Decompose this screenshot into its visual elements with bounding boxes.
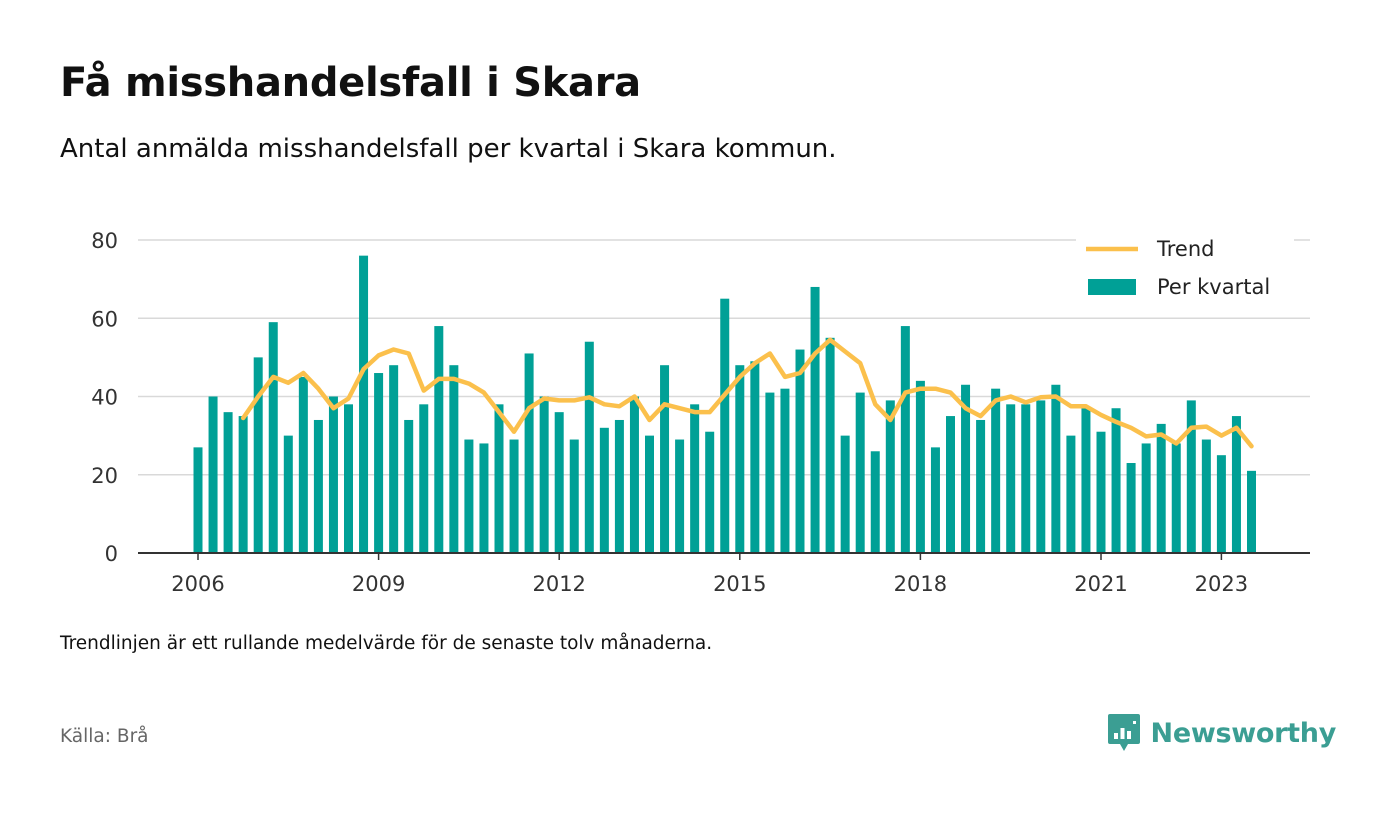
bar [1111, 408, 1121, 553]
bar [1247, 470, 1256, 553]
bar [1141, 443, 1151, 553]
chart-note: Trendlinjen är ett rullande medelvärde f… [60, 633, 713, 654]
bar [298, 376, 308, 553]
brand-name: Newsworthy [1150, 717, 1337, 749]
bar [991, 388, 1001, 553]
bar [1186, 400, 1196, 553]
bar [629, 396, 639, 553]
bar [946, 416, 955, 553]
bar [900, 326, 910, 553]
bar [961, 384, 971, 553]
bar [1216, 455, 1226, 553]
bar [419, 404, 429, 553]
bar [208, 396, 218, 553]
bar [584, 341, 594, 553]
bar [193, 447, 203, 553]
x-tick-label: 2023 [1195, 572, 1248, 596]
y-tick-label: 0 [105, 542, 118, 566]
bar [840, 435, 850, 553]
bar [870, 451, 880, 553]
bar [1021, 404, 1031, 553]
bar [614, 419, 624, 553]
bar [660, 365, 670, 553]
bar [328, 396, 338, 553]
bar [389, 365, 399, 553]
bar [464, 439, 474, 553]
trend-line [240, 337, 1254, 449]
bar [750, 361, 760, 553]
bar [238, 416, 248, 553]
chart-area: 0 20 40 60 80 2006 2009 2012 2015 2018 2021 2023 T… [91, 229, 1310, 596]
bar [1036, 400, 1046, 553]
y-tick-label: 20 [91, 464, 118, 488]
bar [705, 431, 715, 553]
bar [313, 419, 323, 553]
x-tick-label: 2018 [894, 572, 947, 596]
bar [1081, 408, 1091, 553]
bar [494, 404, 504, 553]
bar [1066, 435, 1076, 553]
bar [1171, 443, 1181, 553]
bar [404, 419, 414, 553]
x-tick-label: 2012 [532, 572, 585, 596]
bar [765, 392, 775, 553]
bar [479, 443, 489, 553]
bar [223, 412, 233, 553]
bar [1126, 463, 1136, 553]
bar [885, 400, 895, 553]
bar [810, 286, 820, 553]
chart-subtitle: Antal anmälda misshandelsfall per kvarta… [60, 134, 837, 164]
bar [930, 447, 940, 553]
x-tick-label: 2006 [171, 572, 224, 596]
bar [253, 357, 263, 553]
bar [645, 435, 654, 553]
bar [524, 353, 534, 553]
legend-bar-swatch [1088, 279, 1136, 295]
newsworthy-logo[interactable]: Newsworthy [1107, 711, 1336, 755]
bar [434, 326, 444, 553]
bar [374, 373, 384, 553]
chart-source: Källa: Brå [60, 726, 149, 747]
x-tick-label: 2015 [713, 572, 766, 596]
bar [735, 365, 745, 553]
legend: Trend Per kvartal [1076, 230, 1294, 299]
bar [720, 298, 730, 553]
chart-title: Få misshandelsfall i Skara [60, 60, 641, 106]
y-tick-label: 40 [91, 386, 118, 410]
x-axis-ticks: 2006 2009 2012 2015 2018 2021 2023 [171, 553, 1248, 596]
y-axis-ticks: 0 20 40 60 80 [91, 229, 118, 566]
bar [825, 337, 835, 553]
bar [449, 365, 459, 553]
bar [509, 439, 519, 553]
bar [795, 349, 805, 553]
bar [1006, 404, 1016, 553]
bar [1231, 416, 1241, 553]
bar [599, 427, 609, 553]
bar [1051, 384, 1061, 553]
bar [690, 404, 700, 553]
bar [1201, 439, 1211, 553]
legend-bar-label: Per kvartal [1157, 275, 1270, 299]
bar [915, 380, 925, 553]
bar [976, 419, 986, 553]
y-tick-label: 60 [91, 307, 118, 331]
bar [569, 439, 579, 553]
bar [539, 396, 549, 553]
legend-trend-label: Trend [1156, 237, 1214, 261]
newsworthy-logo-icon [1107, 714, 1140, 751]
bar [554, 412, 564, 553]
bar [780, 388, 790, 553]
x-tick-label: 2009 [352, 572, 405, 596]
bars-per-kvartal [193, 255, 1256, 553]
bar [855, 392, 865, 553]
x-tick-label: 2021 [1074, 572, 1127, 596]
bar [283, 435, 293, 553]
bar [344, 404, 353, 553]
bar [268, 322, 278, 553]
bar [1096, 431, 1106, 553]
bar [675, 439, 685, 553]
bar [1156, 423, 1166, 553]
y-tick-label: 80 [91, 229, 118, 253]
bar [359, 255, 369, 553]
